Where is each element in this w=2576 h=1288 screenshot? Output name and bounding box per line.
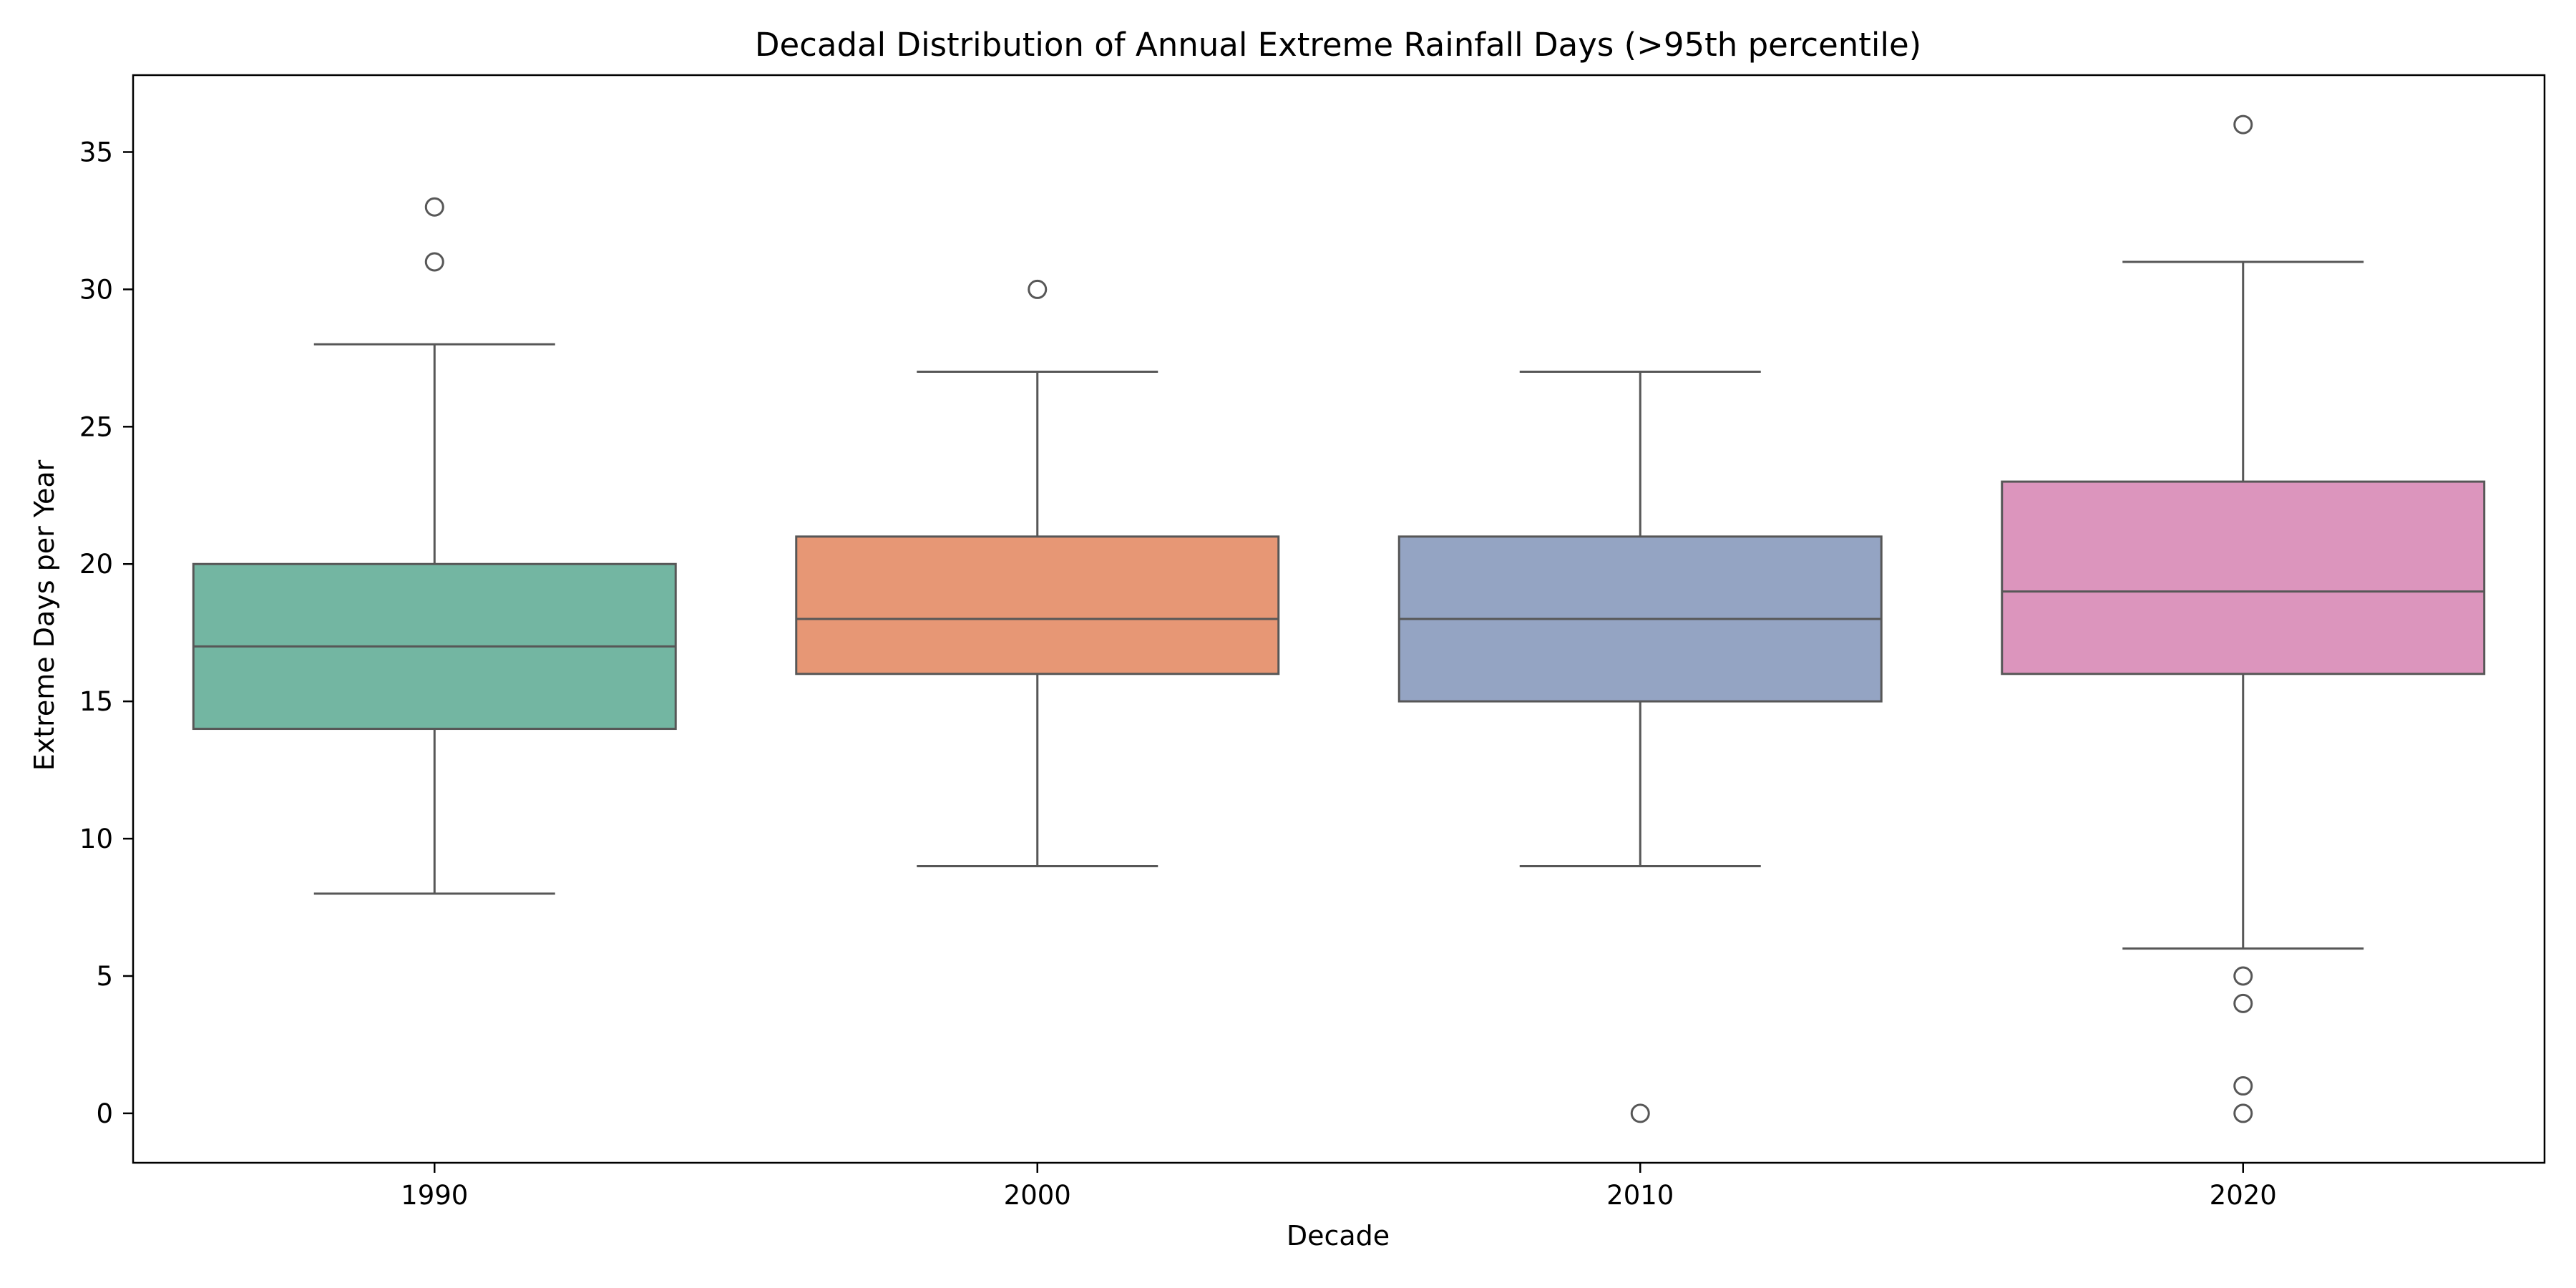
y-tick-label: 30 bbox=[79, 274, 113, 305]
x-tick-label: 2000 bbox=[1004, 1180, 1071, 1211]
box-2020 bbox=[2001, 114, 2486, 1123]
plot-area: 1990 2000 2010 2020 0 5 10 15 20 25 30 35 bbox=[79, 74, 2546, 1211]
outlier-point bbox=[2233, 993, 2253, 1013]
outlier-point bbox=[1630, 1103, 1650, 1123]
outlier-point bbox=[424, 252, 444, 272]
x-axis-label: Decade bbox=[1287, 1220, 1390, 1252]
outlier-point bbox=[424, 197, 444, 217]
iqr-box bbox=[795, 535, 1280, 675]
outlier-point bbox=[2233, 966, 2253, 986]
iqr-box bbox=[2001, 480, 2486, 675]
y-axis-label: Extreme Days per Year bbox=[29, 459, 60, 771]
x-tick-label: 1990 bbox=[401, 1180, 468, 1211]
outlier-point bbox=[2233, 1103, 2253, 1123]
box-1990 bbox=[192, 197, 677, 895]
y-tick-label: 0 bbox=[96, 1098, 113, 1129]
y-tick-label: 10 bbox=[79, 824, 113, 854]
x-tick-label: 2020 bbox=[2210, 1180, 2277, 1211]
outlier-point bbox=[1028, 279, 1048, 299]
outlier-point bbox=[2233, 114, 2253, 135]
x-tick-label: 2010 bbox=[1606, 1180, 1674, 1211]
box-2000 bbox=[795, 279, 1280, 867]
outlier-point bbox=[2233, 1076, 2253, 1096]
box-2010 bbox=[1397, 371, 1883, 1123]
y-tick-label: 5 bbox=[96, 961, 113, 992]
y-tick-label: 25 bbox=[79, 411, 113, 442]
y-tick-label: 20 bbox=[79, 549, 113, 580]
chart-title: Decadal Distribution of Annual Extreme R… bbox=[755, 26, 1921, 64]
y-tick-label: 35 bbox=[79, 137, 113, 167]
y-tick-label: 15 bbox=[79, 686, 113, 717]
plot-frame bbox=[132, 74, 2546, 1164]
